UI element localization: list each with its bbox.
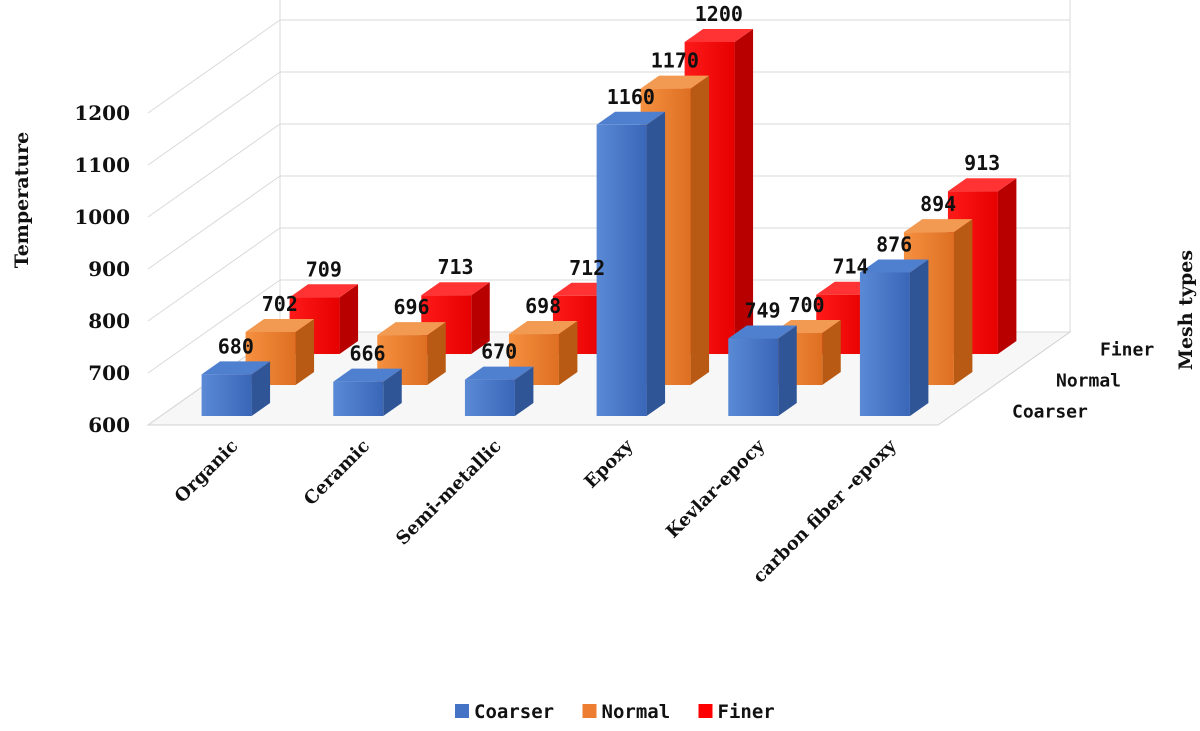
legend-swatch-normal [582,704,597,718]
y-tick-label: 700 [88,361,130,385]
data-label: 680 [218,334,254,358]
legend-swatch-finer [698,704,713,718]
category-label: Epoxy [580,435,637,492]
y-tick-label: 600 [88,413,130,437]
data-labels: 709 713 712 1200 714 913 702 696 698 1170 700 894 68… [218,2,1000,366]
bar-coarser-organic [201,361,271,417]
category-label: carbon fiber -epoxy [749,435,901,587]
data-label: 698 [525,294,561,318]
category-labels: Organic Ceramic Semi-metallic Epoxy Kevlar-e… [171,435,901,587]
category-label: Kevlar-epocy [662,435,769,542]
bar-coarser-ceramic [333,368,402,417]
bar-coarser-kevlar-epocy [728,325,797,417]
category-label: Organic [171,436,243,508]
data-label: 714 [832,255,868,279]
depth-axis-labels: Coarser Normal Finer [1012,340,1154,423]
y-tick-label: 900 [88,257,130,281]
legend-label-finer: Finer [718,701,775,723]
bar-normal-carbon-fiber-epoxy [903,219,973,386]
data-label: 713 [437,255,473,279]
data-label: 876 [876,232,912,256]
legend-label-coarser: Coarser [474,701,554,723]
bar-coarser-semi-metallic [464,366,534,417]
data-label: 749 [744,299,780,323]
bar-coarser-epoxy [596,111,666,417]
category-label: Semi-metallic [392,436,506,550]
bar-coarser-carbon-fiber-epoxy [859,259,929,417]
bars-layer [201,28,1017,417]
depth-label-coarser: Coarser [1012,402,1088,423]
bar-normal-semi-metallic [508,321,578,386]
data-label: 712 [569,256,605,280]
data-label: 709 [306,257,342,281]
bar-finer-organic [289,284,359,355]
data-label: 913 [964,151,1000,175]
data-label: 700 [788,293,824,317]
y-tick-label: 1200 [74,101,130,125]
legend-label-normal: Normal [602,701,671,723]
data-label: 702 [262,292,298,316]
data-label: 1160 [607,85,655,109]
depth-label-finer: Finer [1100,340,1154,361]
legend-swatch-coarser [455,704,469,718]
legend: Coarser Normal Finer [455,701,775,723]
depth-axis-title: Mesh types [1175,250,1197,370]
data-label: 666 [349,342,385,366]
data-label: 670 [481,340,517,364]
y-tick-label: 1100 [74,153,130,177]
y-tick-label: 800 [88,309,130,333]
y-axis-ticks: 600 700 800 900 1000 1100 1200 [74,101,130,437]
y-axis-title: Temperature [11,132,33,269]
data-label: 1200 [695,2,743,26]
depth-label-normal: Normal [1056,371,1121,392]
data-label: 1170 [651,49,699,73]
y-tick-label: 1000 [74,205,130,229]
category-label: Ceramic [300,436,374,510]
data-label: 696 [393,295,429,319]
data-label: 894 [920,192,956,216]
